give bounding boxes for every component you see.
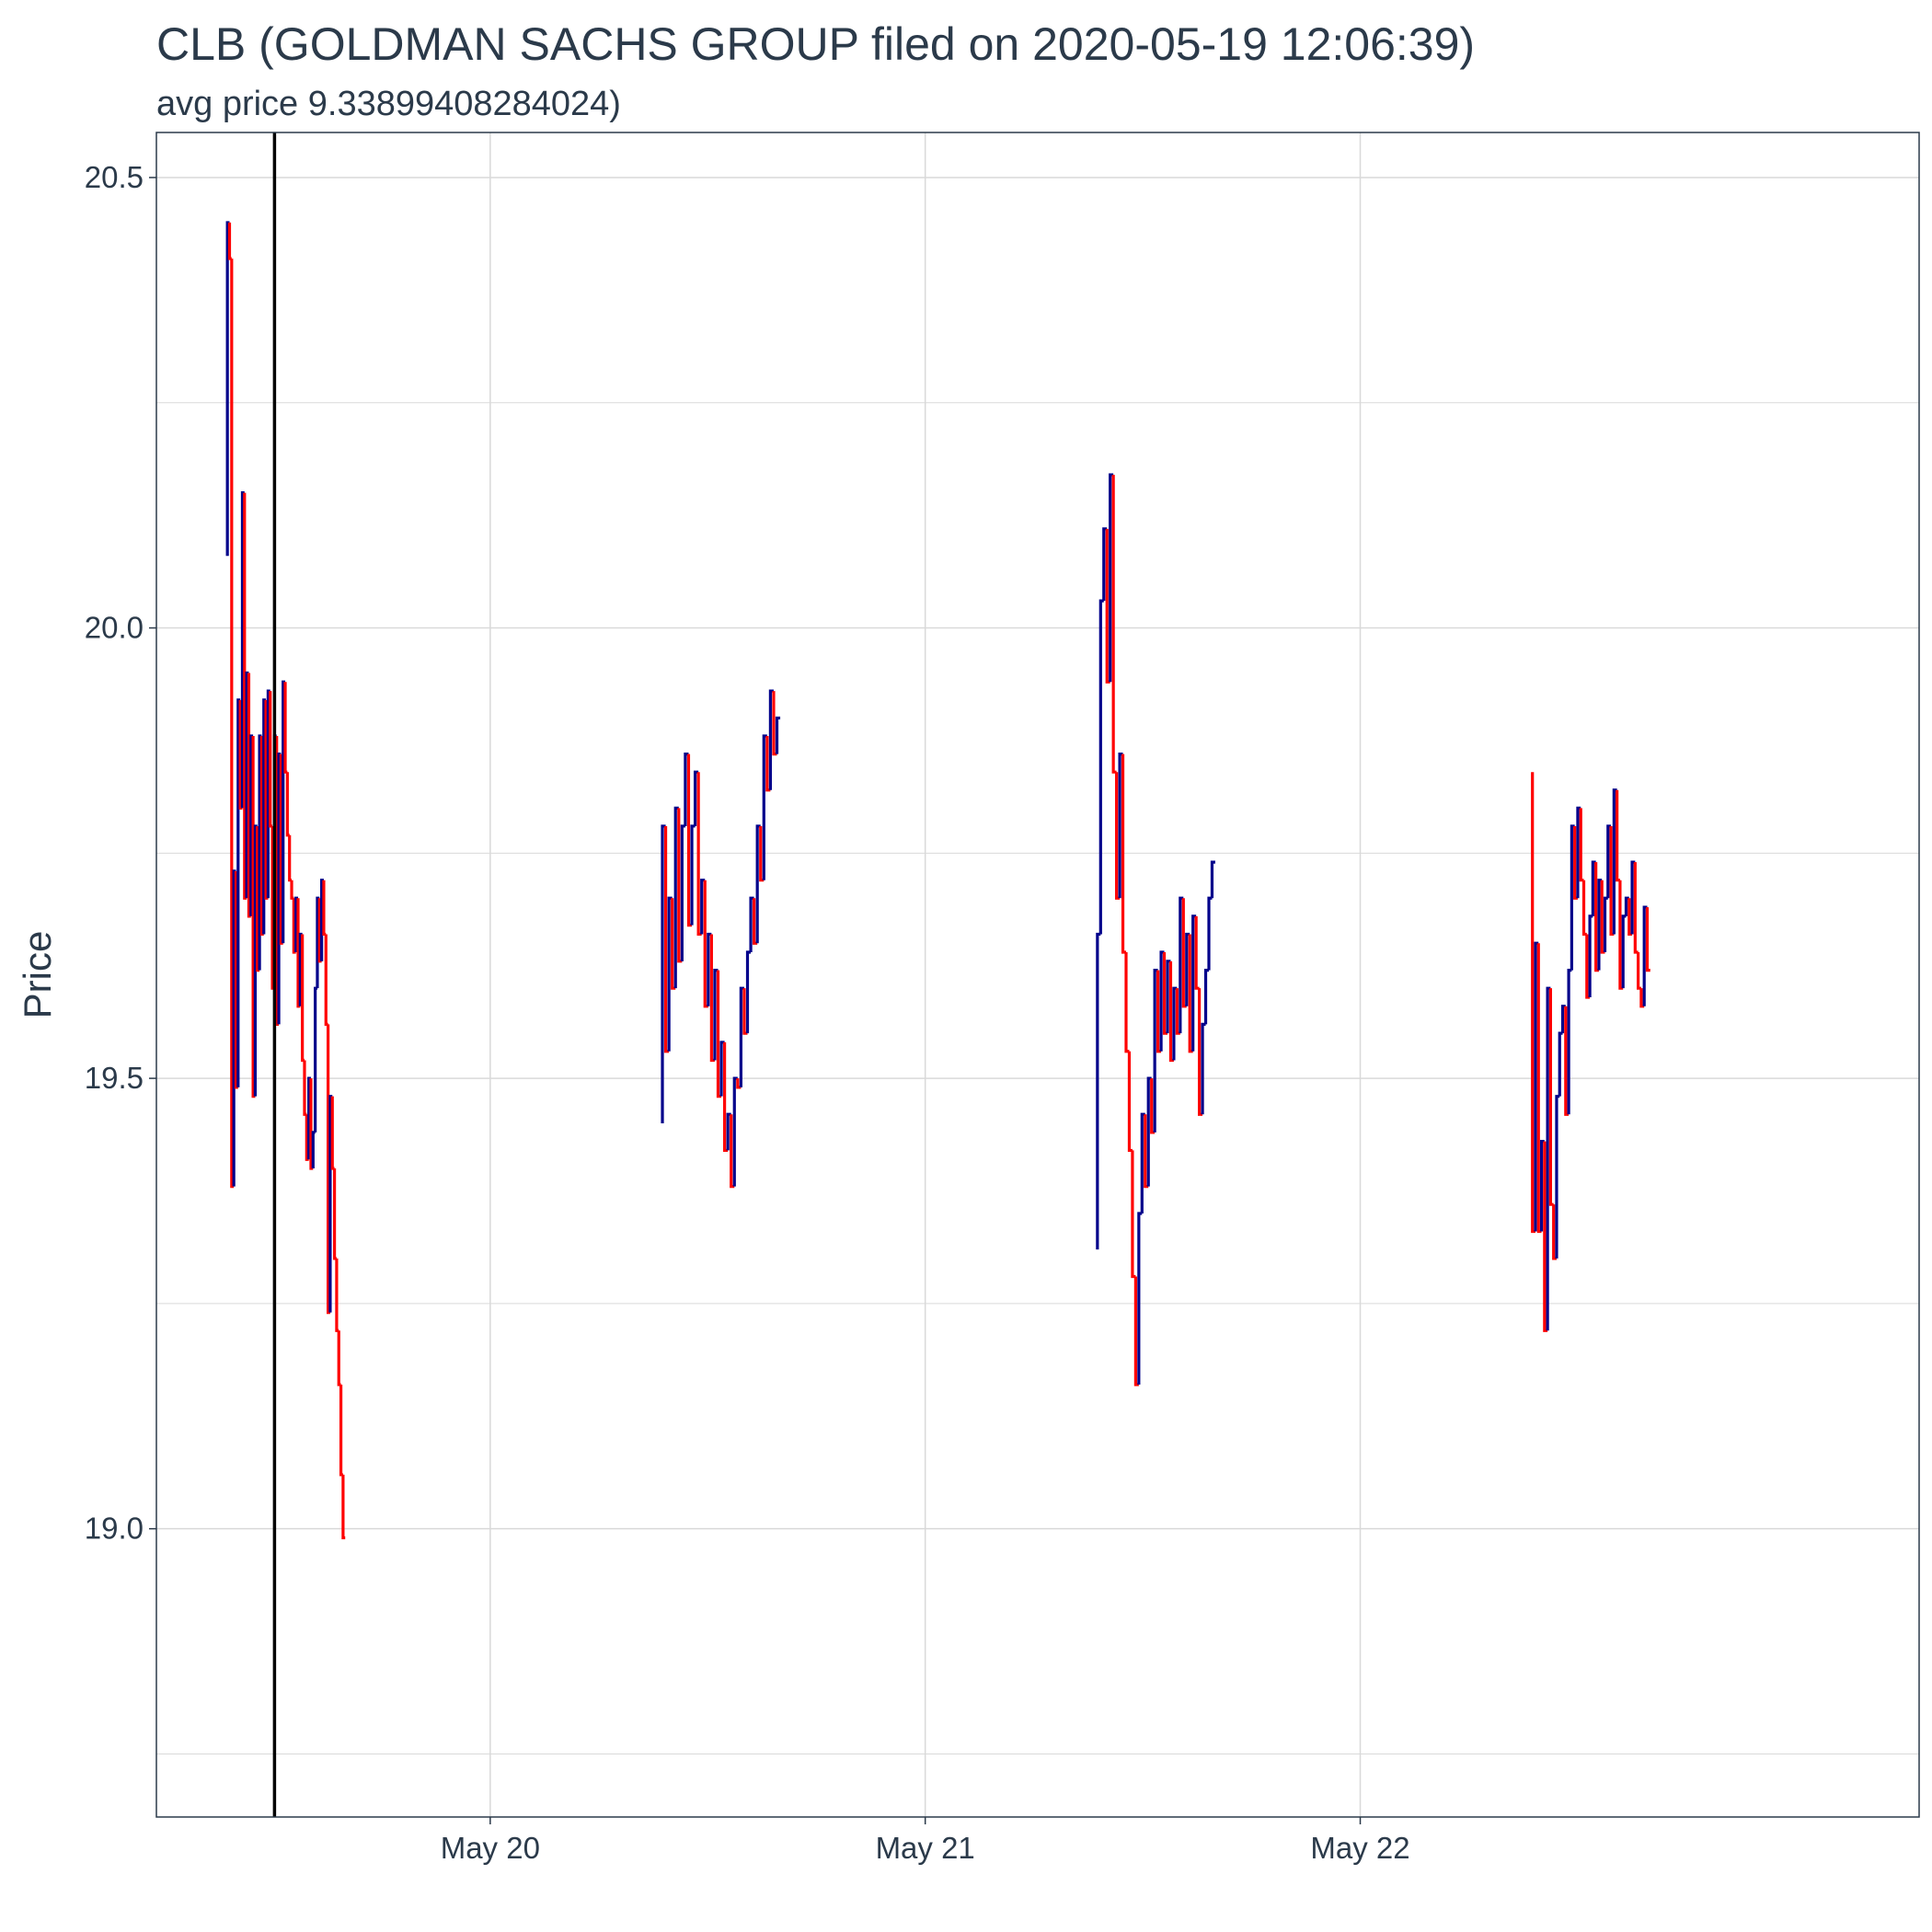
x-tick-label: May 20 (441, 1831, 540, 1865)
price-segment-down (1127, 1051, 1133, 1153)
price-segment-down (1637, 952, 1641, 990)
price-segment-down (1131, 1150, 1136, 1279)
price-segment-down (1579, 808, 1584, 882)
price-segment-up (314, 986, 317, 1133)
price-segment-up (680, 824, 685, 961)
price-segment-up (690, 824, 696, 926)
price-segment-up (1098, 599, 1104, 935)
price-segment-up (1558, 1031, 1563, 1097)
x-tick-label: May 22 (1310, 1831, 1409, 1865)
price-segment-down (322, 880, 327, 937)
price-segment-down (290, 880, 294, 900)
price-segment-down (227, 222, 232, 260)
price-segment-down (1581, 880, 1587, 937)
price-segment-down (1111, 475, 1117, 774)
price-segment-down (269, 691, 273, 828)
x-axis: May 20 May 21 May 22 (441, 1817, 1410, 1865)
price-segment-up (311, 1131, 316, 1169)
price-segment-up (1567, 969, 1572, 1115)
price-segment-down (332, 1168, 337, 1260)
y-tick-label: 19.5 (85, 1061, 144, 1095)
price-segment-down (337, 1330, 341, 1386)
price-segment-down (324, 934, 328, 1026)
price-segment-down (330, 1096, 335, 1170)
price-segment-up (1137, 1212, 1143, 1386)
price-series (225, 221, 1650, 1540)
price-segment-up (1207, 896, 1213, 971)
price-segment-down (1633, 862, 1639, 954)
y-tick-label: 19.0 (85, 1512, 144, 1546)
price-segment-down (1548, 988, 1554, 1206)
price-segment-up (745, 950, 752, 1034)
price-segment-down (301, 934, 305, 1063)
chart-subtitle: avg price 9.33899408284024) (156, 85, 621, 123)
price-segment-down (1124, 952, 1130, 1053)
price-segment-down (335, 1258, 339, 1332)
plot-border (155, 132, 1920, 1818)
price-segment-up (225, 221, 230, 557)
y-tick-label: 20.0 (85, 611, 144, 645)
y-axis-title: Price (16, 931, 59, 1019)
price-segment-down (283, 682, 288, 774)
price-segment-up (1210, 860, 1215, 899)
price-segment-down (1194, 915, 1200, 990)
chart-title: CLB (GOLDMAN SACHS GROUP filed on 2020-0… (156, 18, 1476, 70)
price-segment-down (1645, 907, 1650, 972)
price-segment-down (341, 1474, 346, 1540)
price-segment-up (1201, 1022, 1206, 1115)
price-segment-up (1588, 914, 1593, 997)
price-segment-up (1096, 932, 1101, 1250)
price-segment-up (775, 716, 781, 754)
price-segment-up (1555, 1095, 1560, 1259)
price-segment-up (1203, 969, 1209, 1025)
price-segment-down (339, 1385, 343, 1477)
y-tick-label: 20.5 (85, 160, 144, 194)
x-tick-label: May 21 (876, 1831, 975, 1865)
grid (156, 132, 1919, 1817)
price-segment-up (1603, 896, 1608, 953)
y-axis: 19.0 19.5 20.0 20.5 (85, 160, 156, 1546)
price-segment-down (288, 834, 293, 882)
price-segment-down (1616, 789, 1620, 882)
price-segment-down (303, 1060, 307, 1116)
price-segment-down (285, 772, 290, 837)
price-segment-up (1621, 914, 1627, 989)
price-segment-up (732, 1076, 738, 1187)
